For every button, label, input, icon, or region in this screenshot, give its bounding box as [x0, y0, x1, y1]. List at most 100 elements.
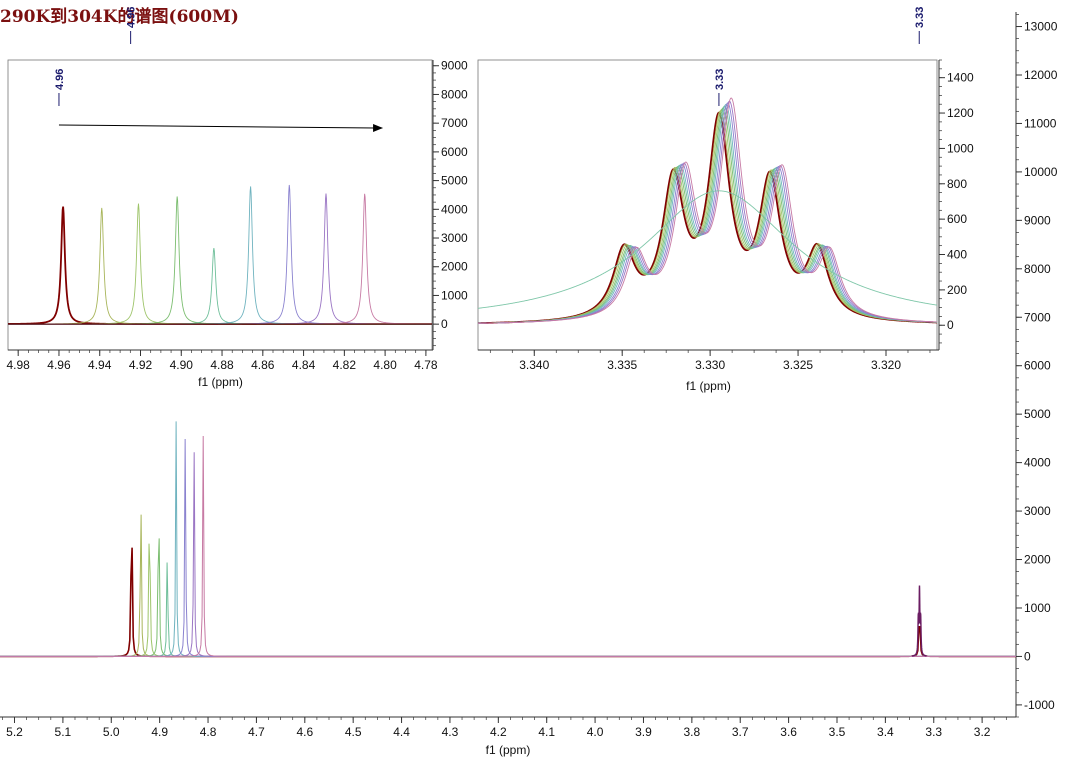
inset-right-x-tick-label: 3.320 [871, 358, 901, 372]
overview-y-tick-label: 7000 [1024, 310, 1051, 324]
inset-right-y-tick-label: 1000 [947, 141, 974, 155]
overview-y-tick-label: 3000 [1024, 504, 1051, 518]
inset-left-frame [7, 59, 433, 351]
inset-left-y-tick-label: 9000 [441, 59, 468, 73]
inset-left-y-tick-label: 0 [441, 317, 448, 331]
inset-right-x-tick-label: 3.340 [519, 358, 549, 372]
overview-series-line [0, 452, 1016, 657]
overview-series-line [0, 421, 1016, 657]
overview-x-tick-label: 4.6 [296, 725, 313, 739]
inset-right-x-tick-label: 3.325 [783, 358, 813, 372]
overview-x-tick-label: 4.9 [151, 725, 168, 739]
overview-x-tick-label: 3.7 [732, 725, 749, 739]
overview-y-tick-label: 10000 [1024, 165, 1058, 179]
inset-left-x-tick-label: 4.84 [292, 358, 316, 372]
overview-y-tick-label: 4000 [1024, 456, 1051, 470]
inset-left-y-tick-label: 3000 [441, 231, 468, 245]
inset-left-peak-label: 4.96 [54, 69, 66, 90]
overview-x-tick-label: 4.0 [587, 725, 604, 739]
inset-left-series-line [8, 186, 432, 325]
overview-y-tick-label: 13000 [1024, 20, 1058, 34]
inset-right-y-tick-label: 1400 [947, 71, 974, 85]
overview-y-tick-label: 11000 [1024, 116, 1057, 130]
overview-x-tick-label: 4.7 [248, 725, 265, 739]
overview-y-tick-label: 1000 [1024, 601, 1051, 615]
overview-x-tick-label: 4.1 [538, 725, 555, 739]
overview-peak-label: 4.96 [126, 7, 138, 28]
overview-series-line [0, 543, 1016, 657]
inset-left-x-tick-label: 4.82 [333, 358, 357, 372]
inset-left-x-tick-label: 4.78 [414, 358, 438, 372]
overview-x-tick-label: 4.4 [393, 725, 410, 739]
overview-y-tick-label: -1000 [1024, 698, 1055, 712]
inset-left-x-tick-label: 4.92 [129, 358, 153, 372]
inset-left-x-tick-label: 4.86 [251, 358, 275, 372]
overview-x-tick-label: 4.2 [490, 725, 507, 739]
inset-left-spectrum: 4.98 4.96 4.94 4.92 4.90 4.88 4.86 4.84 4.82 4.80… [7, 59, 469, 389]
inset-left-y-tick-label: 6000 [441, 145, 468, 159]
overview-y-tick-label: 9000 [1024, 213, 1051, 227]
inset-left-x-label: f1 (ppm) [198, 375, 243, 389]
inset-right-y-tick-label: 1200 [947, 106, 974, 120]
overview-x-tick-label: 4.3 [442, 725, 459, 739]
inset-left-y-tick-label: 5000 [441, 174, 468, 188]
trend-arrow [58, 124, 376, 129]
inset-right-x-tick-label: 3.335 [607, 358, 637, 372]
inset-right-y-tick-label: 400 [947, 248, 967, 262]
inset-left-x-tick-label: 4.98 [7, 358, 31, 372]
overview-x-tick-label: 5.2 [6, 725, 23, 739]
overview-series-line [0, 538, 1016, 657]
overview-x-tick-label: 4.5 [345, 725, 362, 739]
overview-peak-label: 3.33 [914, 7, 926, 28]
overview-spectrum: 5.2 5.1 5.0 4.9 4.8 4.7 4.6 4.5 4.4 4.3 4.2 4.1 4.0 3… [0, 7, 1058, 757]
inset-right-x-tick-label: 3.330 [695, 358, 725, 372]
inset-right-y-tick-label: 0 [947, 318, 954, 332]
inset-left-y-tick-label: 4000 [441, 202, 468, 216]
overview-y-tick-label: 8000 [1024, 262, 1051, 276]
trend-arrow-head [373, 124, 384, 132]
inset-right-series-line [477, 110, 938, 324]
inset-right-broad-line [477, 190, 938, 309]
overview-x-tick-label: 3.2 [974, 725, 991, 739]
overview-y-tick-label: 12000 [1024, 68, 1058, 82]
inset-left-series-line [8, 206, 432, 326]
inset-left-y-tick-label: 2000 [441, 260, 468, 274]
overview-series-line [0, 435, 1016, 657]
overview-x-tick-label: 3.8 [684, 725, 701, 739]
overview-y-tick-label: 2000 [1024, 553, 1051, 567]
inset-right-peak-label: 3.33 [714, 69, 726, 90]
inset-right-y-tick-label: 600 [947, 212, 967, 226]
inset-right-x-label: f1 (ppm) [686, 379, 731, 393]
inset-left-series-line [8, 193, 432, 325]
inset-left-x-tick-label: 4.90 [170, 358, 194, 372]
inset-left-y-tick-label: 7000 [441, 116, 468, 130]
overview-series-line [0, 562, 1016, 657]
overview-y-tick-label: 6000 [1024, 359, 1051, 373]
inset-right-y-tick-label: 800 [947, 177, 967, 191]
inset-right-series-line [477, 107, 938, 324]
overview-x-tick-label: 3.9 [635, 725, 652, 739]
inset-left-series-line [8, 193, 432, 325]
overview-x-tick-label: 5.0 [103, 725, 120, 739]
overview-x-tick-label: 4.8 [200, 725, 217, 739]
inset-left-series-line [8, 196, 432, 325]
inset-left-x-tick-label: 4.88 [210, 358, 234, 372]
overview-x-tick-label: 3.6 [780, 725, 797, 739]
inset-left-series-line [8, 184, 432, 325]
inset-right-series-line [477, 97, 938, 324]
overview-x-tick-label: 3.5 [829, 725, 846, 739]
inset-left-series-line [8, 207, 432, 325]
overview-series-line [0, 514, 1016, 657]
inset-right-y-tick-label: 200 [947, 283, 967, 297]
inset-left-series-line [8, 203, 432, 325]
overview-x-tick-label: 3.4 [877, 725, 894, 739]
overview-series-line [0, 438, 1016, 657]
overview-multiplet-line [911, 585, 927, 657]
inset-left-x-tick-label: 4.80 [373, 358, 397, 372]
overview-x-label: f1 (ppm) [486, 743, 531, 757]
overview-x-tick-label: 3.3 [925, 725, 942, 739]
inset-left-x-tick-label: 4.94 [88, 358, 112, 372]
inset-left-y-tick-label: 1000 [441, 288, 468, 302]
overview-series-line [0, 547, 1016, 658]
